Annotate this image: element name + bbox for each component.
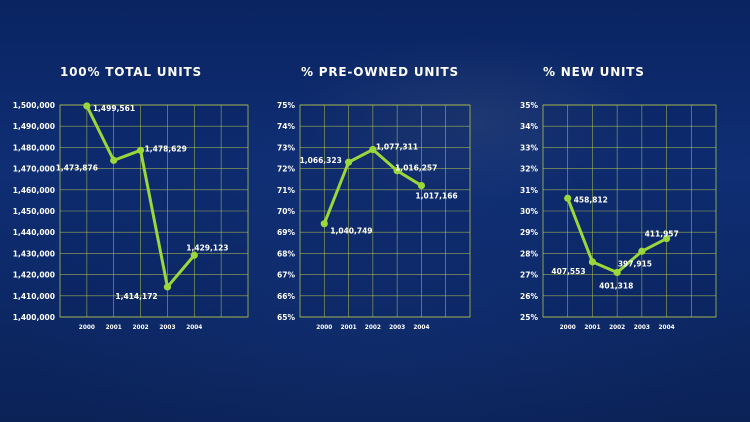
data-label: 458,812: [574, 195, 608, 204]
data-label: 1,429,123: [186, 243, 228, 252]
chart-2: % PRE-OWNED UNITS 65% 66% 67% 68% 69% 70% 71% 72…: [277, 65, 471, 331]
x-tick-label: 2000: [316, 325, 332, 331]
data-label: 407,553: [551, 267, 585, 276]
data-point: [393, 167, 401, 175]
y-tick-label: 75%: [277, 101, 295, 110]
y-tick-label: 1,420,000: [13, 271, 55, 280]
x-tick-label: 2000: [560, 325, 576, 331]
x-tick-label: 2003: [159, 325, 175, 331]
data-point: [83, 102, 91, 110]
y-tick-label: 1,430,000: [13, 249, 55, 258]
y-tick-label: 72%: [277, 165, 295, 174]
x-tick-label: 2004: [186, 325, 202, 331]
y-tick-label: 1,410,000: [13, 292, 55, 301]
x-tick-label: 2004: [413, 325, 429, 331]
x-tick-label: 2003: [634, 325, 650, 331]
y-tick-label: 27%: [520, 271, 538, 280]
chart-1: 100% TOTAL UNITS 1,400,000 1,410,000 1,420,…: [13, 65, 249, 331]
data-point: [344, 158, 353, 166]
x-tick-label: 2001: [584, 325, 600, 331]
y-tick-label: 68%: [277, 249, 295, 258]
y-tick-label: 29%: [520, 228, 538, 237]
y-tick-label: 1,490,000: [13, 122, 55, 131]
y-tick-label: 1,470,000: [13, 165, 55, 174]
y-tick-label: 32%: [520, 165, 538, 174]
y-tick-label: 73%: [277, 143, 295, 152]
y-tick-label: 1,400,000: [13, 313, 55, 322]
y-tick-label: 31%: [520, 186, 538, 195]
data-point: [110, 156, 118, 164]
data-label: 1,414,172: [115, 292, 157, 301]
y-tick-label: 66%: [277, 292, 295, 301]
data-point: [564, 194, 572, 202]
data-label: 1,040,749: [330, 227, 372, 236]
x-tick-label: 2000: [79, 325, 95, 331]
y-tick-label: 1,460,000: [13, 186, 55, 195]
data-label: 1,066,323: [300, 156, 342, 165]
y-tick-label: 1,450,000: [13, 207, 55, 216]
y-tick-label: 33%: [520, 143, 538, 152]
y-tick-label: 35%: [520, 101, 538, 110]
data-point: [190, 251, 198, 259]
y-tick-label: 65%: [277, 313, 295, 322]
x-tick-label: 2001: [106, 325, 122, 331]
x-tick-label: 2003: [389, 325, 405, 331]
y-tick-label: 1,480,000: [13, 143, 55, 152]
data-point: [638, 247, 646, 255]
data-label: 1,017,166: [415, 192, 457, 201]
data-point: [662, 234, 671, 243]
x-tick-label: 2002: [609, 325, 625, 331]
data-point: [136, 146, 145, 154]
y-tick-label: 70%: [277, 207, 295, 216]
data-point: [163, 283, 172, 291]
y-tick-label: 28%: [520, 249, 538, 258]
y-tick-label: 25%: [520, 313, 538, 322]
x-tick-label: 2002: [365, 325, 381, 331]
chart-title: % NEW UNITS: [543, 65, 645, 79]
y-tick-label: 1,440,000: [13, 228, 55, 237]
data-point: [588, 258, 597, 266]
data-label: 397,915: [618, 259, 652, 268]
y-tick-label: 1,500,000: [13, 101, 55, 110]
y-tick-label: 69%: [277, 228, 295, 237]
data-label: 1,473,876: [56, 163, 98, 172]
y-tick-label: 74%: [277, 122, 295, 131]
data-point: [613, 268, 621, 277]
x-tick-label: 2002: [133, 325, 149, 331]
data-point: [320, 220, 328, 228]
data-label: 1,077,311: [376, 143, 418, 152]
y-tick-label: 26%: [520, 292, 538, 301]
data-label: 1,016,257: [395, 164, 437, 173]
data-point: [417, 181, 426, 190]
y-tick-label: 67%: [277, 271, 295, 280]
y-tick-label: 71%: [277, 186, 295, 195]
data-label: 1,478,629: [145, 144, 187, 153]
data-label: 1,499,561: [93, 104, 135, 113]
chart-title: % PRE-OWNED UNITS: [301, 65, 459, 79]
y-tick-label: 34%: [520, 122, 538, 131]
chart-3: % NEW UNITS 25% 26% 27% 28% 29% 30% 31% 32% 33% 34…: [520, 65, 717, 331]
y-tick-label: 30%: [520, 207, 538, 216]
x-tick-label: 2004: [659, 325, 675, 331]
data-label: 401,318: [599, 281, 633, 290]
x-tick-label: 2001: [341, 325, 357, 331]
chart-title: 100% TOTAL UNITS: [60, 65, 202, 79]
data-point: [369, 145, 377, 154]
data-label: 411,957: [645, 230, 679, 239]
